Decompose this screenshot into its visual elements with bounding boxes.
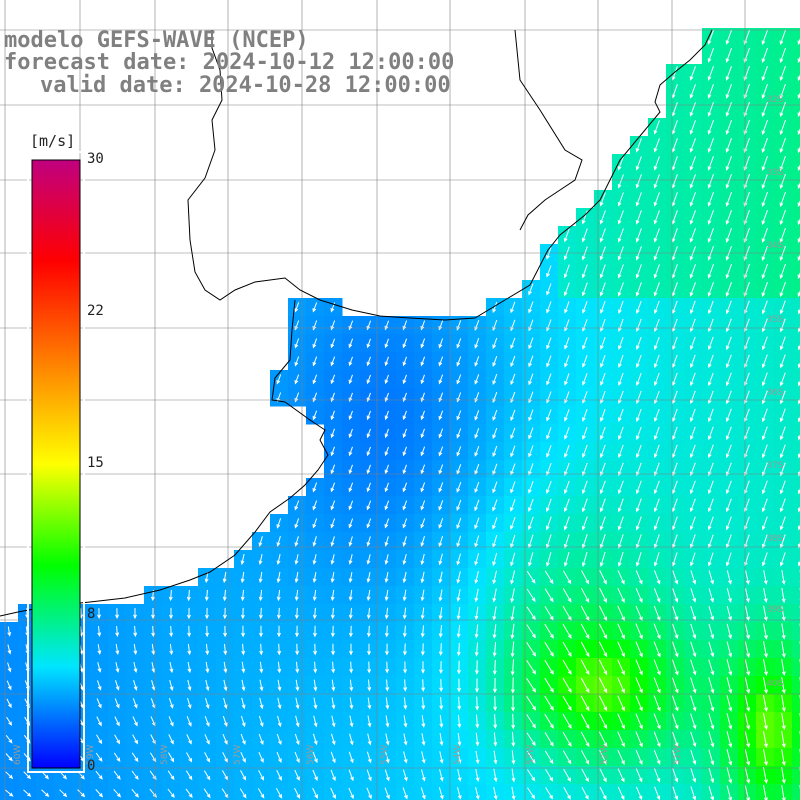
lon-label: 56W — [306, 745, 316, 765]
wind-speed-grid — [0, 28, 800, 800]
colorbar-tick-0: 0 — [87, 758, 96, 774]
lon-label: 60W — [13, 745, 23, 765]
lon-label: 54W — [453, 745, 463, 765]
wind-vectors — [5, 29, 800, 800]
lat-label: 35S — [766, 315, 783, 325]
lat-label: 39S — [766, 605, 783, 615]
lon-label: 51W — [673, 745, 683, 765]
colorbar-frame — [27, 151, 85, 773]
colorbar — [31, 159, 81, 769]
lon-label: 58W — [160, 745, 170, 765]
colorbar-tick-30: 30 — [87, 151, 104, 167]
lon-label: 57W — [233, 745, 243, 765]
lon-label: 53W — [526, 745, 536, 765]
lat-label: 40S — [766, 679, 783, 689]
colorbar-tick-8: 8 — [87, 606, 96, 622]
colorbar-tick-15: 15 — [87, 455, 104, 471]
lat-label: 38S — [766, 534, 783, 544]
lon-label: 52W — [600, 745, 610, 765]
lon-label: 59W — [86, 745, 96, 765]
colorbar-unit: [m/s] — [30, 132, 76, 150]
coastline — [0, 29, 713, 617]
lon-label: 55W — [380, 745, 390, 765]
lat-label: 36S — [766, 388, 783, 398]
colorbar-tick-22: 22 — [87, 303, 104, 319]
lat-label: 34S — [766, 241, 783, 251]
lat-label: 32S — [766, 95, 783, 105]
lat-label: 37S — [766, 461, 783, 471]
lat-label: 33S — [766, 168, 783, 178]
